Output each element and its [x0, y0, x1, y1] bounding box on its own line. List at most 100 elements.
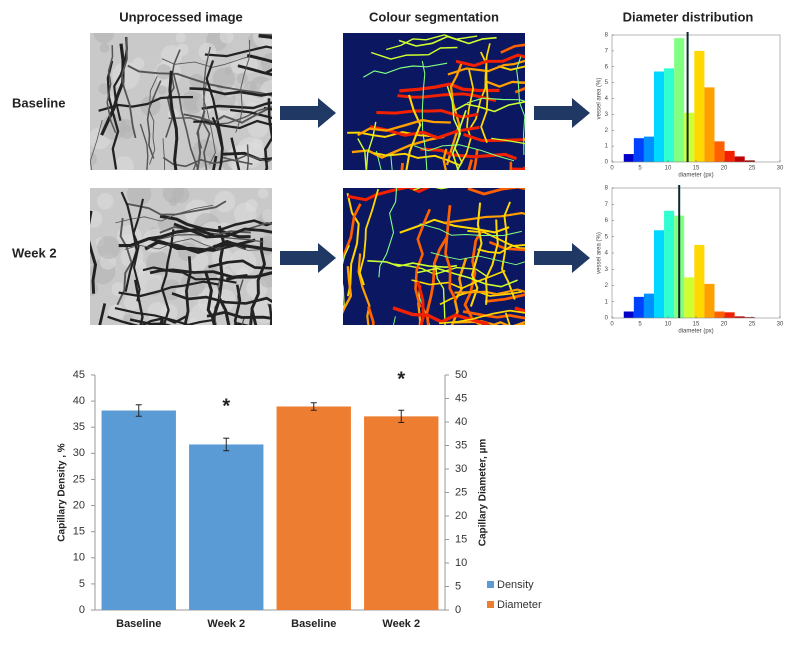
x-tick-label: 0	[610, 166, 614, 172]
vessel	[129, 318, 172, 325]
hist-bar	[654, 71, 665, 162]
hist-bar	[633, 138, 644, 162]
vessel	[236, 322, 250, 325]
vessel	[514, 86, 525, 94]
hist-bar	[633, 296, 644, 318]
vessel	[206, 310, 272, 320]
vessel	[374, 152, 460, 166]
hist-bar	[724, 312, 735, 318]
vessel	[211, 116, 224, 170]
vessel	[343, 244, 350, 310]
raw-image	[90, 33, 272, 170]
y-tick-label: 15	[73, 526, 85, 538]
x-tick-label: 0	[610, 322, 614, 328]
arrow	[534, 243, 590, 273]
x-tick-label: Baseline	[116, 618, 161, 630]
segmentation-image	[343, 33, 525, 170]
segmentation-image	[343, 188, 525, 325]
x-tick-label: 20	[721, 322, 728, 328]
vessel	[98, 303, 107, 325]
vessel	[146, 80, 162, 159]
vessel	[217, 85, 272, 97]
raw-image	[90, 188, 272, 325]
x-tick-label: 30	[777, 322, 784, 328]
vessel	[168, 105, 272, 126]
hist-bar	[704, 87, 715, 162]
vessel	[203, 63, 216, 165]
vessel	[149, 268, 248, 279]
vessel	[90, 119, 103, 170]
texture	[97, 192, 114, 210]
hist-bar	[654, 230, 665, 318]
vessel	[357, 253, 371, 325]
legend-swatch	[487, 581, 494, 588]
hist-bar	[623, 311, 634, 318]
hist-bar	[744, 160, 755, 162]
y2-tick-label: 40	[455, 416, 467, 428]
vessel	[235, 40, 251, 133]
error-bar	[223, 437, 230, 452]
vessel	[237, 64, 272, 77]
texture	[180, 90, 204, 114]
vessel	[233, 279, 244, 325]
vessel	[397, 92, 497, 103]
texture	[160, 304, 178, 322]
vessel	[347, 131, 437, 138]
vessel	[516, 56, 525, 156]
vessel	[124, 238, 222, 251]
legend-label: Density	[497, 579, 534, 591]
y-axis-label: vessel area (%)	[597, 232, 603, 274]
x-axis-label: diameter (px)	[678, 329, 713, 335]
vessel	[222, 151, 272, 162]
vessel	[241, 315, 246, 325]
vessel	[246, 53, 272, 64]
y-tick-label: 5	[79, 578, 85, 590]
texture	[126, 188, 152, 206]
column-header: Diameter distribution	[623, 9, 754, 24]
vessel	[421, 60, 428, 170]
y-tick-label: 0	[79, 604, 85, 616]
vessel	[443, 212, 525, 224]
texture	[247, 116, 269, 138]
vessel	[442, 148, 448, 170]
vessel	[399, 82, 500, 93]
vessel	[367, 305, 375, 325]
vessel	[100, 43, 125, 136]
hist-bar	[694, 244, 705, 318]
vessel	[347, 188, 430, 202]
vessel	[467, 188, 525, 196]
vessel	[416, 281, 425, 325]
vessel	[405, 94, 422, 170]
vessel	[193, 119, 272, 130]
vessel	[469, 202, 483, 307]
vessel	[120, 191, 138, 292]
hist-bar	[664, 210, 675, 318]
y-tick-label: 5	[605, 80, 609, 86]
texture	[260, 80, 272, 102]
vessel	[484, 293, 525, 303]
y-tick-label: 35	[73, 421, 85, 433]
y-tick-label: 3	[605, 112, 609, 118]
vessel	[468, 43, 491, 130]
y-tick-label: 45	[73, 369, 85, 381]
vessel	[439, 309, 525, 325]
vessel	[463, 228, 484, 319]
vessel	[500, 43, 525, 54]
vessel	[501, 201, 516, 300]
hist-bar	[734, 156, 745, 162]
y-tick-label: 20	[73, 499, 85, 511]
y-tick-label: 4	[605, 251, 609, 257]
hist-bar	[643, 293, 654, 318]
vessel	[484, 79, 525, 88]
vessel	[250, 237, 266, 325]
y2-tick-label: 15	[455, 533, 467, 545]
vessel	[116, 217, 133, 306]
x-tick-label: Week 2	[207, 618, 245, 630]
vessel	[446, 85, 463, 170]
vessel	[159, 318, 165, 325]
x-axis-label: diameter (px)	[678, 173, 713, 179]
hist-bar	[724, 150, 735, 162]
vessel	[357, 118, 451, 137]
y2-tick-label: 35	[455, 439, 467, 451]
